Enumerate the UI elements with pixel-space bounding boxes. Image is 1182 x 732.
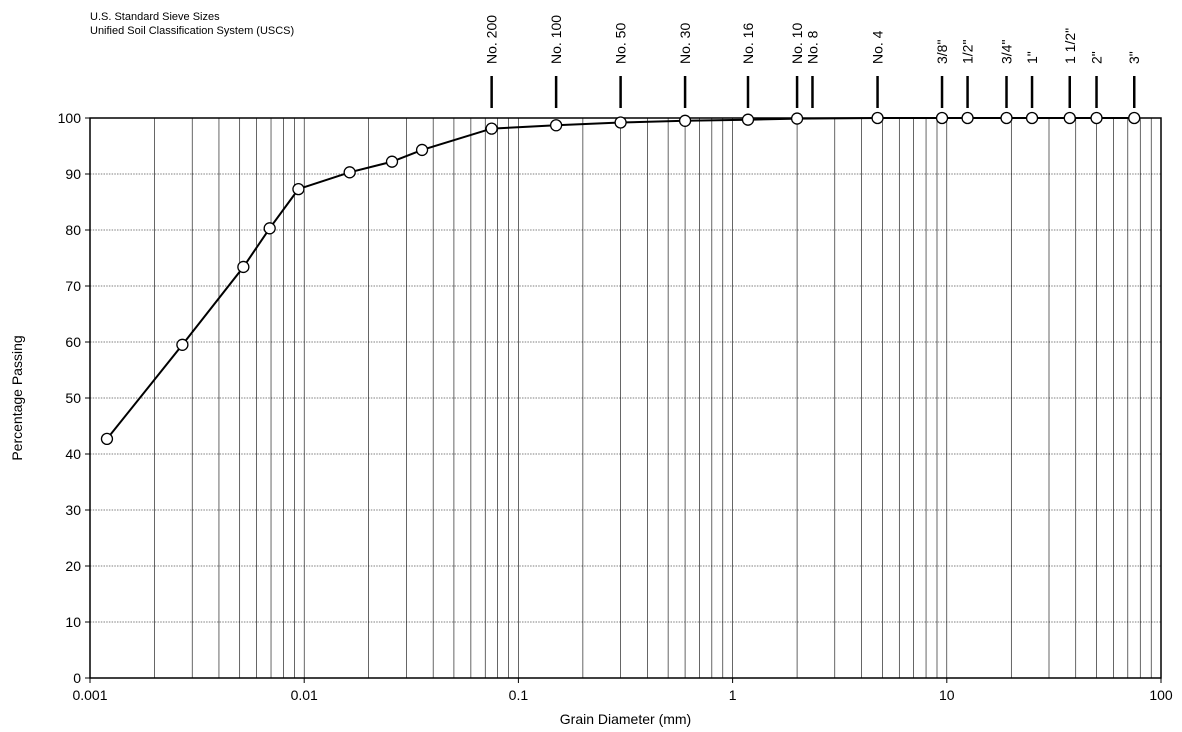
data-point [1000, 111, 1013, 125]
data-point [678, 114, 692, 127]
data-point [1090, 111, 1103, 125]
y-tick-labels: 0 10 20 30 40 50 60 70 80 90 100 [58, 110, 90, 686]
y-tick-label: 40 [65, 446, 81, 462]
y-tick-label: 10 [65, 614, 81, 630]
data-point [1025, 111, 1039, 125]
data-point [176, 338, 189, 351]
sieve-label: 3/8" [934, 40, 950, 64]
data-point [935, 111, 949, 125]
sieve-label: 1 1/2" [1062, 28, 1078, 64]
sieve-label: 3/4" [999, 40, 1015, 64]
data-point [415, 143, 429, 157]
data-point [549, 119, 563, 132]
sieve-label: No. 10 [789, 23, 805, 64]
sieve-label: No. 4 [870, 30, 886, 64]
data-point [790, 112, 804, 125]
y-tick-label: 80 [65, 222, 81, 238]
data-point [385, 155, 399, 168]
y-tick-label: 60 [65, 334, 81, 350]
y-tick-label: 90 [65, 166, 81, 182]
y-tick-label: 70 [65, 278, 81, 294]
sieve-label: No. 16 [740, 23, 756, 64]
sieve-label: 2" [1089, 51, 1105, 64]
sieve-label: 3" [1126, 51, 1142, 64]
data-point [237, 260, 250, 274]
series-line [106, 117, 1135, 440]
data-point [343, 166, 356, 179]
sieve-markers: No. 200 No. 100 No. 50 No. 30 No. 16 No. 10 No… [484, 15, 1142, 108]
sieve-label: No. 50 [613, 23, 629, 64]
data-point [741, 113, 755, 126]
y-tick-label: 20 [65, 558, 81, 574]
header-line-2: Unified Soil Classification System (USCS… [90, 25, 294, 37]
data-point [871, 111, 884, 125]
sieve-label: No. 100 [548, 15, 564, 64]
x-tick-label: 10 [939, 687, 955, 703]
x-tick-label: 0.1 [509, 687, 529, 703]
y-tick-label: 100 [58, 110, 82, 126]
sieve-label: 1" [1024, 51, 1040, 64]
x-tick-label: 1 [729, 687, 737, 703]
grid [90, 118, 1161, 678]
sieve-label: No. 8 [804, 30, 820, 64]
data-point [961, 111, 974, 125]
x-tick-label: 100 [1149, 687, 1173, 703]
sieve-label: 1/2" [960, 40, 976, 64]
data-point [292, 182, 305, 196]
x-tick-label: 0.01 [291, 687, 318, 703]
x-tick-labels: 0.001 0.01 0.1 1 10 100 [72, 678, 1173, 703]
sieve-label: No. 200 [484, 15, 500, 64]
header-line-1: U.S. Standard Sieve Sizes [90, 11, 220, 23]
x-axis-label: Grain Diameter (mm) [560, 711, 691, 727]
y-tick-label: 0 [73, 670, 81, 686]
y-axis-label: Percentage Passing [9, 335, 25, 460]
x-tick-label: 0.001 [72, 687, 107, 703]
data-point [1063, 111, 1076, 125]
data-point [1128, 111, 1141, 125]
data-point [263, 222, 276, 235]
y-tick-label: 30 [65, 502, 81, 518]
data-series [100, 111, 1141, 446]
data-point [614, 116, 627, 129]
sieve-label: No. 30 [677, 23, 693, 64]
data-point [100, 432, 114, 446]
data-point [485, 122, 498, 135]
y-tick-label: 50 [65, 390, 81, 406]
